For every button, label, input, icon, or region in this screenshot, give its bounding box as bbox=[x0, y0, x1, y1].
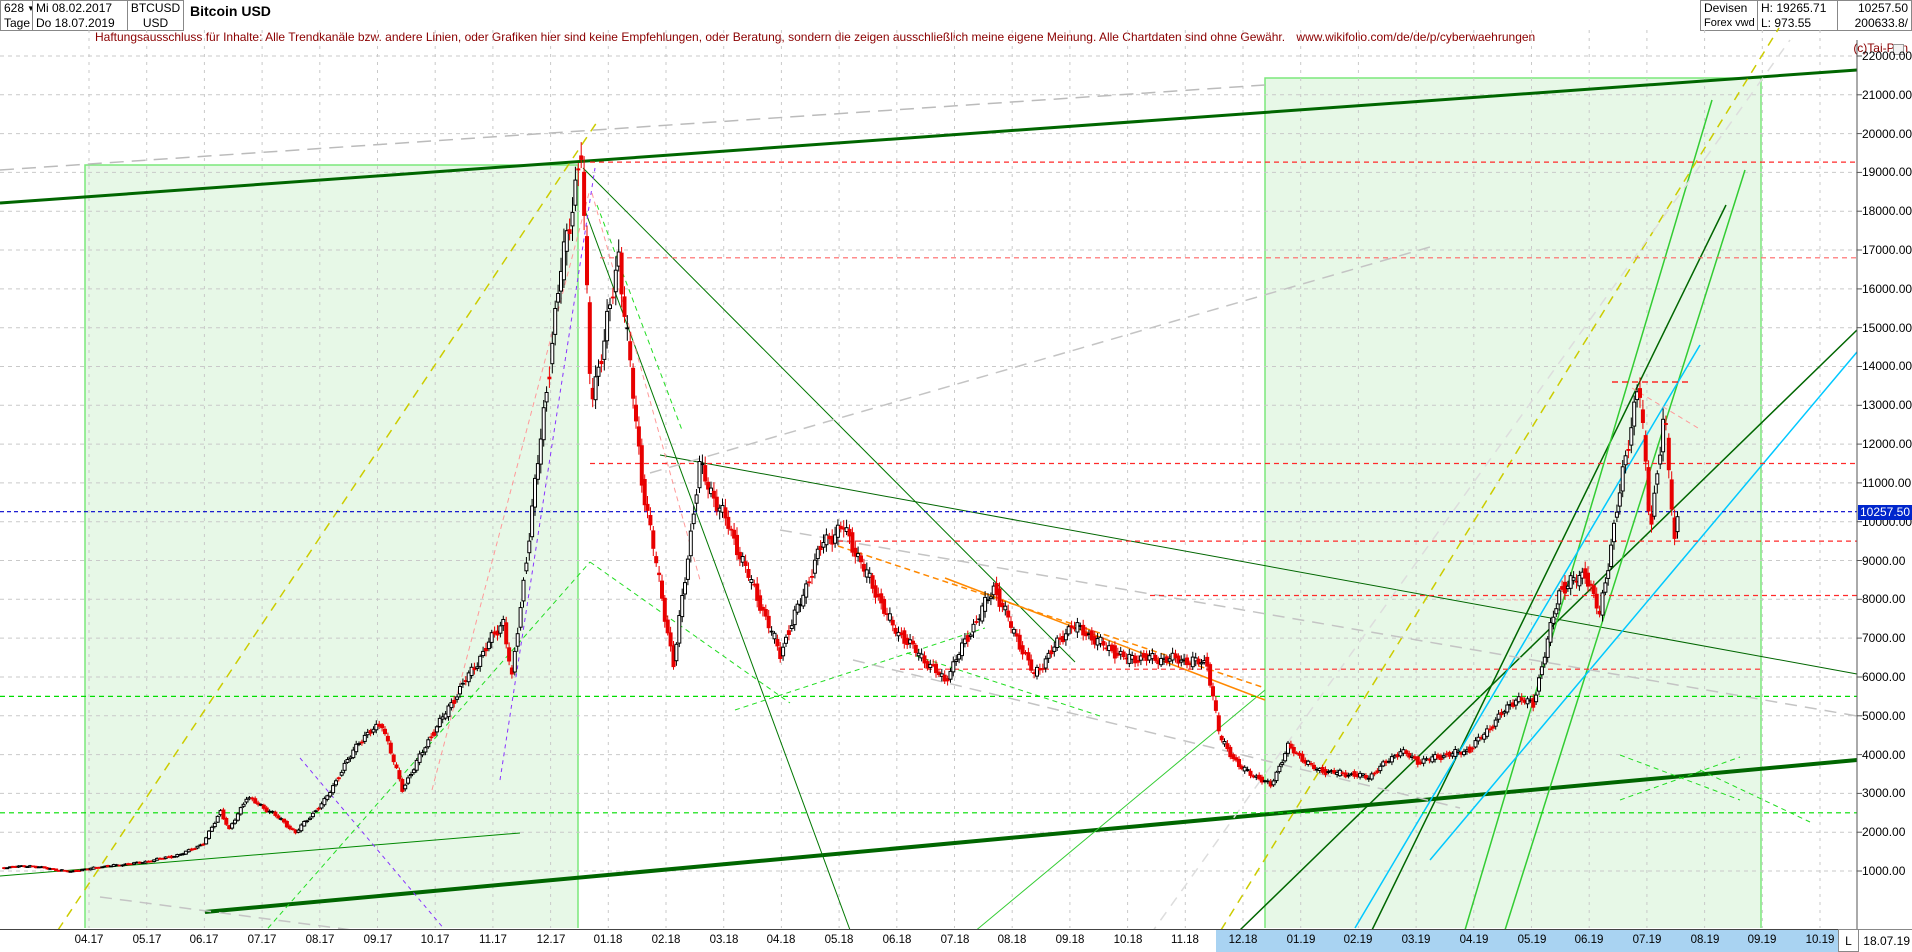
chevron-down-icon: ▼ bbox=[27, 4, 32, 13]
last-date-cell: 18.07.19 bbox=[1859, 929, 1912, 952]
time-axis-label: 07.18 bbox=[940, 934, 970, 946]
end-date-field[interactable]: Do 18.07.2019 bbox=[33, 15, 128, 31]
source-value: Forex vwd bbox=[1704, 16, 1755, 29]
time-axis-label: 10.17 bbox=[420, 934, 450, 946]
price-axis-label: 11000.00 bbox=[1862, 476, 1912, 490]
time-axis-label: 08.17 bbox=[305, 934, 335, 946]
price-axis-label: 12000.00 bbox=[1862, 437, 1912, 451]
disclaimer-body: Haftungsausschluss für Inhalte: Alle Tre… bbox=[95, 30, 1286, 44]
source-label: Forex vwd bbox=[1700, 15, 1758, 31]
time-axis-label: 05.18 bbox=[824, 934, 854, 946]
price-axis-label: 20000.00 bbox=[1862, 127, 1912, 141]
end-date-value: Do 18.07.2019 bbox=[36, 15, 115, 30]
bars-count-value: 628 bbox=[4, 1, 25, 15]
price-axis-label: 21000.00 bbox=[1862, 88, 1912, 102]
period-high-label: H: 19265.71 bbox=[1758, 0, 1838, 16]
price-axis-label: 9000.00 bbox=[1862, 554, 1906, 568]
time-axis-label: 10.19 bbox=[1805, 934, 1835, 946]
collapse-box-icon[interactable] bbox=[1893, 44, 1904, 55]
last-bar-cell: L bbox=[1838, 929, 1859, 952]
time-axis-label: 08.18 bbox=[997, 934, 1027, 946]
time-axis-label: 08.19 bbox=[1690, 934, 1720, 946]
volume-label: 200633.8/ bbox=[1838, 15, 1912, 31]
currency-value: USD bbox=[142, 15, 169, 30]
price-axis-label: 2000.00 bbox=[1862, 825, 1906, 839]
time-axis-label: 04.18 bbox=[766, 934, 796, 946]
category-value: Devisen bbox=[1704, 1, 1748, 15]
time-axis-label: 03.19 bbox=[1401, 934, 1431, 946]
period-low-label: L: 973.55 bbox=[1758, 15, 1838, 31]
price-axis-label: 15000.00 bbox=[1862, 321, 1912, 335]
price-axis-label: 18000.00 bbox=[1862, 204, 1912, 218]
time-axis-label: 12.17 bbox=[536, 934, 566, 946]
time-axis-label: 07.19 bbox=[1632, 934, 1662, 946]
price-axis-label: 17000.00 bbox=[1862, 243, 1912, 257]
time-axis-label: 05.17 bbox=[132, 934, 162, 946]
time-axis-label: 10.18 bbox=[1113, 934, 1143, 946]
time-axis-label: 05.19 bbox=[1517, 934, 1547, 946]
last-price-value: 10257.50 bbox=[1857, 1, 1908, 15]
price-axis-label: 6000.00 bbox=[1862, 670, 1906, 684]
time-axis-label: 06.19 bbox=[1574, 934, 1604, 946]
price-axis-label: 1000.00 bbox=[1862, 864, 1906, 878]
start-date-value: Mi 08.02.2017 bbox=[36, 1, 113, 15]
time-axis-label: 09.19 bbox=[1747, 934, 1777, 946]
time-axis-label: 02.19 bbox=[1343, 934, 1373, 946]
time-axis-label: 04.19 bbox=[1459, 934, 1489, 946]
current-price-tag: 10257.50 bbox=[1858, 505, 1912, 520]
volume-value: 200633.8/ bbox=[1854, 15, 1908, 30]
period-high-value: H: 19265.71 bbox=[1761, 1, 1827, 15]
time-axis-label: 06.18 bbox=[882, 934, 912, 946]
currency-field: USD bbox=[128, 15, 184, 31]
time-axis-label: 01.18 bbox=[593, 934, 623, 946]
bars-count-dropdown[interactable]: 628 ▼ bbox=[0, 0, 33, 16]
start-date-field[interactable]: Mi 08.02.2017 bbox=[33, 0, 128, 16]
price-axis-label: 19000.00 bbox=[1862, 165, 1912, 179]
price-axis-label: 8000.00 bbox=[1862, 592, 1906, 606]
price-axis-label: 13000.00 bbox=[1862, 398, 1912, 412]
time-axis-label: 11.18 bbox=[1171, 934, 1199, 946]
time-axis-label: 11.17 bbox=[479, 934, 507, 946]
price-axis-label: 5000.00 bbox=[1862, 709, 1906, 723]
time-axis-label: 02.18 bbox=[651, 934, 681, 946]
price-axis-label: 4000.00 bbox=[1862, 748, 1906, 762]
period-low-value: L: 973.55 bbox=[1761, 15, 1812, 30]
time-axis-label: 04.17 bbox=[74, 934, 104, 946]
period-dropdown[interactable]: Tage ▼ bbox=[0, 15, 33, 31]
time-axis-label: 07.17 bbox=[247, 934, 277, 946]
price-axis-label: 3000.00 bbox=[1862, 786, 1906, 800]
time-axis-label: 06.17 bbox=[189, 934, 219, 946]
time-axis-label: 03.18 bbox=[709, 934, 739, 946]
price-axis-label: 7000.00 bbox=[1862, 631, 1906, 645]
time-axis-label: 09.17 bbox=[363, 934, 393, 946]
symbol-value: BTCUSD bbox=[130, 1, 181, 15]
time-axis-highlight bbox=[1216, 930, 1838, 952]
time-axis-label: 09.18 bbox=[1055, 934, 1085, 946]
disclaimer-link[interactable]: www.wikifolio.com/de/de/p/cyberwaehrunge… bbox=[1296, 30, 1536, 44]
period-value: Tage bbox=[4, 15, 31, 30]
price-axis-label: 16000.00 bbox=[1862, 282, 1912, 296]
price-axis-label: 22000.00 bbox=[1862, 49, 1912, 63]
price-axis-label: 14000.00 bbox=[1862, 359, 1912, 373]
page-title: Bitcoin USD bbox=[190, 3, 271, 19]
disclaimer-text: Haftungsausschluss für Inhalte: Alle Tre… bbox=[95, 30, 1535, 44]
time-axis-label: 01.19 bbox=[1286, 934, 1316, 946]
time-axis-label: 12.18 bbox=[1228, 934, 1258, 946]
